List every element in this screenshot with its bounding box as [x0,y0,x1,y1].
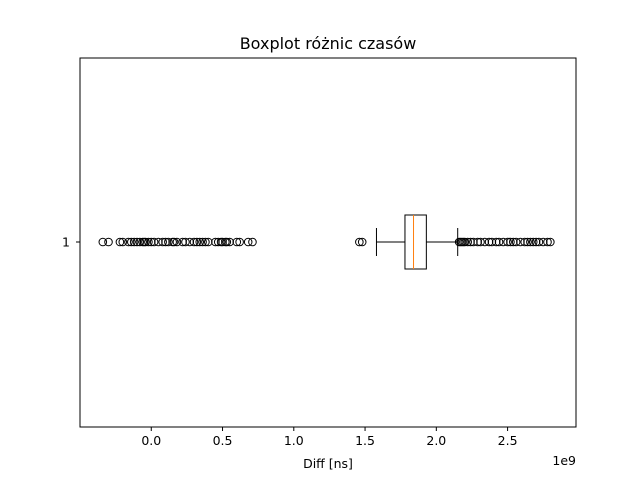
outlier-point [543,237,552,247]
outlier-point [357,237,367,247]
outlier-point [503,237,512,247]
outlier-point [141,237,150,247]
outlier-point [460,237,470,247]
x-axis-label: Diff [ns] [303,456,353,471]
x-tick-label: 2.0 [426,433,446,448]
x-tick-label: 2.5 [498,433,518,448]
x-tick-label: 1.0 [284,433,304,448]
outlier-point [181,237,190,247]
outlier-point [232,237,242,247]
outlier-point [169,237,179,247]
outlier-point [201,237,210,247]
y-tick-label: 1 [62,235,70,250]
outlier-point [506,237,515,247]
x-tick-label: 1.5 [355,433,375,448]
outlier-point [463,237,472,247]
x-tick-label: 0.0 [141,433,161,448]
outlier-point [511,237,521,247]
outlier-point [118,237,128,247]
outlier-point [115,237,125,247]
chart-title: Boxplot różnic czasów [240,34,417,53]
outlier-point [243,237,253,247]
outlier-point [124,237,133,247]
x-tick-label: 0.5 [213,433,233,448]
outlier-point [526,237,535,247]
outlier-point [523,237,532,247]
outlier-point [195,237,205,247]
outlier-point [158,237,167,247]
outlier-point [172,237,182,247]
outlier-point [164,237,173,247]
outlier-point [129,237,139,247]
outlier-point [476,237,485,247]
x-axis-offset-label: 1e9 [552,453,576,468]
outlier-point [198,237,207,247]
outlier-point [534,237,544,247]
outlier-point [135,237,145,247]
outlier-point [494,237,504,247]
outlier-point [546,237,555,247]
outlier-point [355,237,364,247]
outlier-point [192,237,202,247]
plot-area [98,214,555,270]
outlier-point [248,237,257,247]
iqr-box [404,214,427,270]
outlier-point [528,237,538,247]
outlier-point [98,237,108,247]
outlier-point [127,237,136,247]
outlier-point [149,237,159,247]
outlier-point [222,237,232,247]
outlier-point [104,237,113,247]
outlier-point [144,237,153,247]
outlier-point [189,237,199,247]
outlier-point [520,237,529,247]
outlier-point [235,237,244,247]
